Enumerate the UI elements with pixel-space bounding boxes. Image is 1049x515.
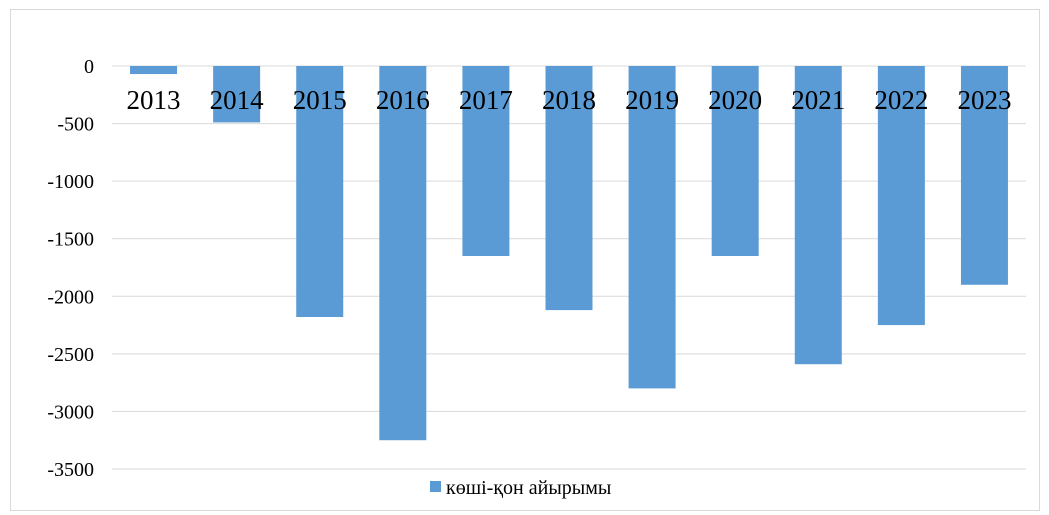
- y-tick-label: -500: [57, 114, 94, 136]
- y-tick-label: -3500: [47, 459, 94, 481]
- legend-swatch: [430, 481, 441, 492]
- bar-2015: [296, 66, 344, 318]
- bar-2014: [213, 66, 261, 123]
- x-tick-label: 2013: [127, 85, 181, 115]
- bar-2023: [960, 66, 1008, 285]
- bar-2018: [545, 66, 593, 311]
- y-tick-label: -2000: [47, 286, 94, 308]
- y-axis: 0 -500 -1000 -1500 -2000 -2500 -3000 -3500: [47, 56, 94, 481]
- x-tick-label: 2020: [708, 85, 762, 115]
- x-tick-label: 2022: [874, 85, 928, 115]
- x-tick-label: 2016: [376, 85, 430, 115]
- y-tick-label: -1500: [47, 229, 94, 251]
- bar-2022: [877, 66, 925, 326]
- bar-2016: [379, 66, 427, 441]
- bar-2017: [462, 66, 510, 256]
- chart-frame: [10, 9, 1040, 511]
- legend-label: көші-қон айырымы: [446, 477, 611, 499]
- y-tick-label: -2500: [47, 344, 94, 366]
- x-tick-label: 2018: [542, 85, 596, 115]
- y-tick-label: -3000: [47, 401, 94, 423]
- bar-2021: [794, 66, 842, 365]
- x-tick-label: 2023: [957, 85, 1011, 115]
- bar-2013: [130, 66, 178, 75]
- legend: көші-қон айырымы: [430, 477, 611, 499]
- y-tick-label: 0: [84, 56, 94, 78]
- y-tick-label: -1000: [47, 171, 94, 193]
- x-tick-label: 2021: [791, 85, 845, 115]
- bar-2020: [711, 66, 759, 256]
- x-tick-label: 2017: [459, 85, 513, 115]
- x-tick-label: 2015: [293, 85, 347, 115]
- bar-2019: [628, 66, 676, 389]
- x-axis: 2013 2014 2015 2016 2017 2018 2019 2020 2021 2022…: [127, 85, 1012, 115]
- x-tick-label: 2014: [210, 85, 265, 115]
- x-tick-label: 2019: [625, 85, 679, 115]
- bar-series: [130, 66, 1008, 441]
